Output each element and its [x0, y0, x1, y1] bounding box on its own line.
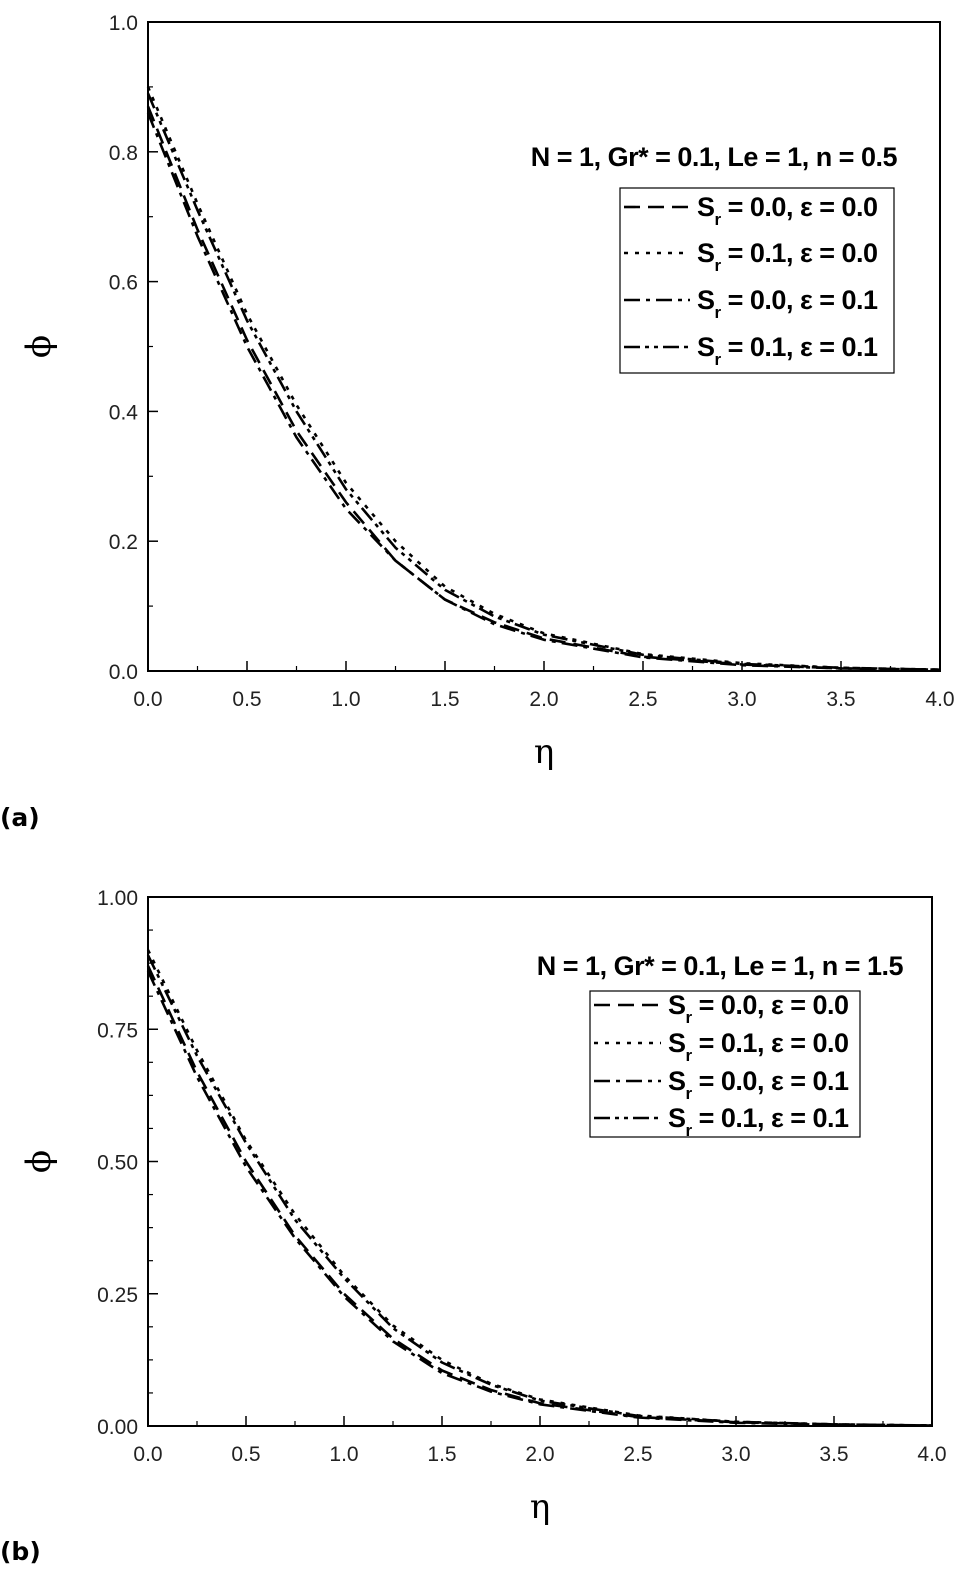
- y-tick-label: 0.8: [109, 142, 138, 165]
- y-axis-label: ϕ: [19, 1150, 59, 1173]
- x-tick-label: 0.0: [133, 688, 162, 711]
- legend-box: [589, 990, 861, 1138]
- legend-label-2: Sr = 0.1, ε = 0.0: [668, 1028, 849, 1065]
- x-tick-label: 0.5: [232, 688, 261, 711]
- legend-label-3: Sr = 0.0, ε = 0.1: [697, 285, 878, 322]
- x-tick-label: 1.5: [430, 688, 459, 711]
- legend-label-1: Sr = 0.0, ε = 0.0: [668, 990, 849, 1027]
- x-tick-label: 1.5: [427, 1443, 456, 1466]
- x-tick-label: 2.5: [628, 688, 657, 711]
- x-tick-label: 3.0: [721, 1443, 750, 1466]
- series-line-1: [146, 965, 933, 1427]
- legend: Sr = 0.0, ε = 0.0 Sr = 0.1, ε = 0.0 Sr = 0…: [619, 187, 895, 374]
- y-tick-label: 1.0: [109, 12, 138, 35]
- series-line-3: [146, 112, 941, 671]
- series-line-4: [146, 954, 933, 1427]
- legend-label-1: Sr = 0.0, ε = 0.0: [697, 192, 878, 229]
- legend-label-3: Sr = 0.0, ε = 0.1: [668, 1066, 849, 1103]
- panel-label: (b): [0, 1537, 41, 1566]
- legend-box: [619, 187, 895, 374]
- chart-annotation: N = 1, Gr* = 0.1, Le = 1, n = 1.5: [537, 951, 904, 981]
- y-axis-label: ϕ: [19, 335, 59, 358]
- x-tick-label: 1.0: [331, 688, 360, 711]
- y-tick-label: 0.75: [97, 1019, 138, 1042]
- x-tick-label: 3.0: [727, 688, 756, 711]
- chart-a: 0.0 0.5 1.0 1.5 2.0 2.5 3.0 3.5 4.0 0.0 0.2 0.4 0.6 0…: [19, 12, 955, 772]
- chart-b: 0.0 0.5 1.0 1.5 2.0 2.5 3.0 3.5 4.0 0.00 0.25 0.50 0…: [19, 887, 947, 1527]
- y-tick-label: 0.4: [109, 401, 139, 424]
- y-tick-label: 0.6: [109, 272, 138, 295]
- series-line-4: [146, 92, 941, 671]
- chart-annotation: N = 1, Gr* = 0.1, Le = 1, n = 0.5: [531, 142, 898, 172]
- x-tick-label: 2.0: [525, 1443, 554, 1466]
- legend-label-4: Sr = 0.1, ε = 0.1: [668, 1103, 849, 1140]
- y-tick-label: 1.00: [97, 887, 138, 910]
- y-tick-label: 0.2: [109, 531, 138, 554]
- x-tick-label: 0.5: [231, 1443, 260, 1466]
- x-tick-label: 1.0: [329, 1443, 358, 1466]
- legend-label-4: Sr = 0.1, ε = 0.1: [697, 332, 878, 369]
- panel-label: (a): [0, 803, 40, 832]
- x-tick-label: 0.0: [133, 1443, 162, 1466]
- y-tick-label: 0.0: [109, 661, 138, 684]
- y-tick-label: 0.50: [97, 1152, 138, 1175]
- y-tick-label: 0.25: [97, 1284, 138, 1307]
- x-axis-label: η: [530, 1487, 550, 1527]
- legend: Sr = 0.0, ε = 0.0Sr = 0.1, ε = 0.0Sr = 0…: [589, 990, 861, 1140]
- x-tick-label: 3.5: [819, 1443, 848, 1466]
- x-axis-label: η: [534, 732, 554, 772]
- x-tick-label: 2.5: [623, 1443, 652, 1466]
- x-tick-label: 4.0: [917, 1443, 946, 1466]
- y-tick-label: 0.00: [97, 1416, 138, 1439]
- x-tick-label: 3.5: [826, 688, 855, 711]
- x-tick-label: 4.0: [925, 688, 954, 711]
- x-tick-label: 2.0: [529, 688, 558, 711]
- legend-label-2: Sr = 0.1, ε = 0.0: [697, 238, 878, 275]
